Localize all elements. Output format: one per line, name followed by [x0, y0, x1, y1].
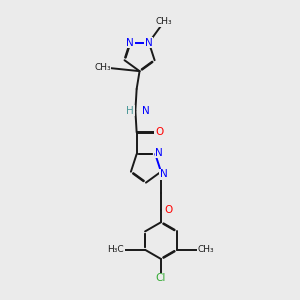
Text: N: N: [142, 106, 149, 116]
Text: CH₃: CH₃: [94, 63, 111, 72]
Text: CH₃: CH₃: [156, 17, 172, 26]
Text: H: H: [126, 106, 134, 116]
Text: O: O: [155, 127, 163, 137]
Text: N: N: [160, 169, 167, 179]
Text: O: O: [164, 205, 173, 215]
Text: N: N: [155, 148, 163, 158]
Text: N: N: [145, 38, 153, 47]
Text: Cl: Cl: [156, 273, 166, 283]
Text: CH₃: CH₃: [198, 245, 214, 254]
Text: N: N: [126, 38, 134, 47]
Text: H₃C: H₃C: [107, 245, 124, 254]
